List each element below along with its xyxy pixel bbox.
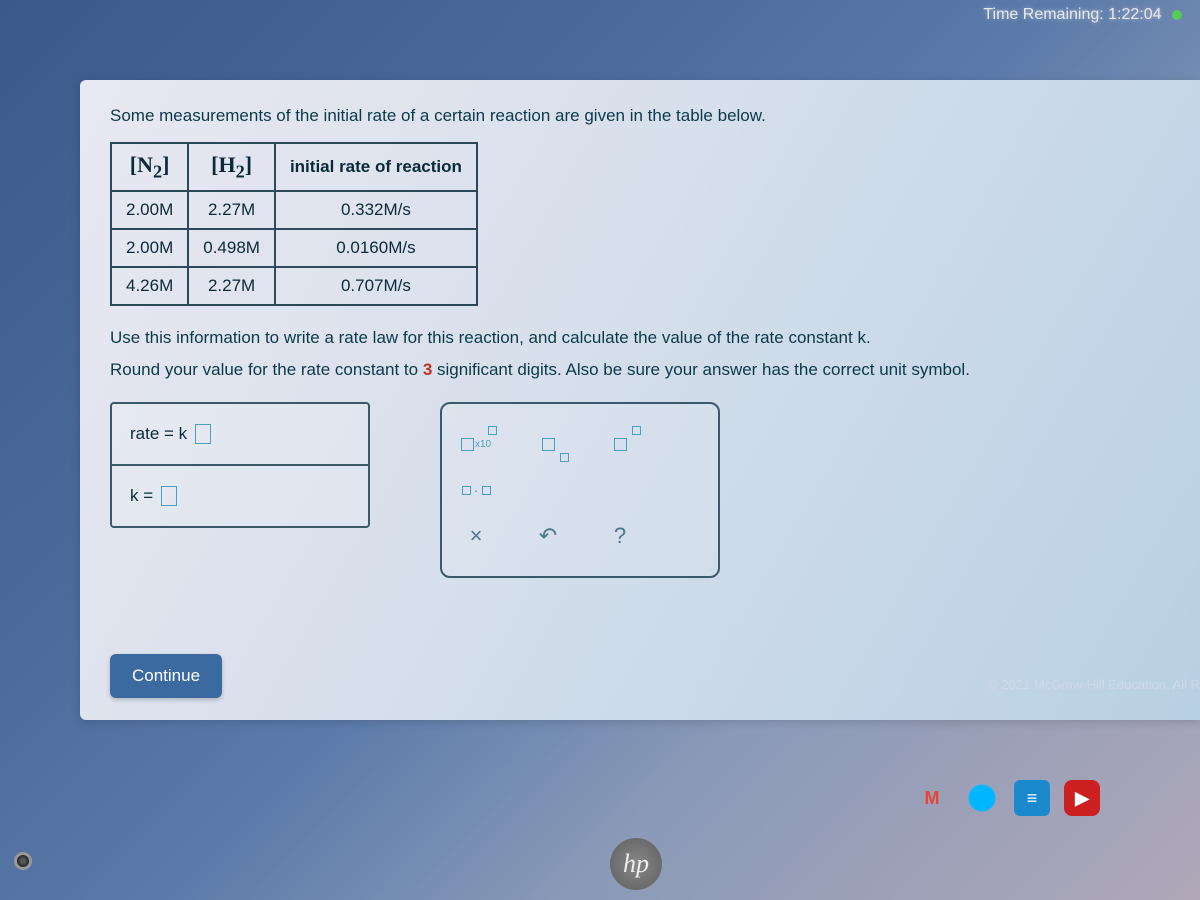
undo-button[interactable]: ↶: [530, 522, 566, 550]
equation-palette: x10 · × ↶ ?: [440, 402, 720, 578]
instruction-2: Round your value for the rate constant t…: [110, 360, 1170, 380]
continue-button[interactable]: Continue: [110, 654, 222, 698]
taskbar: M ≡ ▶: [0, 766, 1200, 830]
col-header-rate: initial rate of reaction: [275, 143, 477, 191]
k-blank-icon[interactable]: [161, 486, 177, 506]
rate-blank-icon[interactable]: [195, 424, 211, 444]
cell-n2: 4.26M: [111, 267, 188, 305]
answer-box: rate = k k =: [110, 402, 370, 528]
help-button[interactable]: ?: [602, 522, 638, 550]
cell-rate: 0.332M/s: [275, 191, 477, 229]
table-row: 2.00M 2.27M 0.332M/s: [111, 191, 477, 229]
multiply-dot-button[interactable]: ·: [458, 476, 494, 504]
instruction-1: Use this information to write a rate law…: [110, 328, 1170, 348]
timer-dot-icon: [1172, 10, 1182, 20]
cell-rate: 0.707M/s: [275, 267, 477, 305]
cortana-icon[interactable]: [964, 780, 1000, 816]
intro-text: Some measurements of the initial rate of…: [110, 106, 1170, 126]
gmail-icon[interactable]: M: [914, 780, 950, 816]
rate-input-row[interactable]: rate = k: [112, 404, 368, 464]
clear-button[interactable]: ×: [458, 522, 494, 550]
hp-logo-icon: hp: [610, 838, 662, 890]
copyright-text: © 2021 McGraw-Hill Education. All R: [988, 677, 1200, 692]
sci-notation-button[interactable]: x10: [458, 430, 494, 458]
cell-n2: 2.00M: [111, 229, 188, 267]
k-input-row[interactable]: k =: [112, 464, 368, 526]
subscript-button[interactable]: [530, 430, 566, 458]
answer-zone: rate = k k = x10: [110, 402, 1170, 578]
k-label: k =: [130, 486, 153, 506]
cell-h2: 2.27M: [188, 191, 275, 229]
superscript-button[interactable]: [602, 430, 638, 458]
document-icon[interactable]: ≡: [1014, 780, 1050, 816]
data-table: [N2] [H2] initial rate of reaction 2.00M…: [110, 142, 478, 306]
webcam-icon: [14, 852, 32, 870]
youtube-icon[interactable]: ▶: [1064, 780, 1100, 816]
question-nav-tabs: [60, 10, 1140, 50]
cell-h2: 2.27M: [188, 267, 275, 305]
table-row: 4.26M 2.27M 0.707M/s: [111, 267, 477, 305]
question-card: Some measurements of the initial rate of…: [80, 80, 1200, 720]
cell-rate: 0.0160M/s: [275, 229, 477, 267]
col-header-n2: [N2]: [111, 143, 188, 191]
rate-label: rate = k: [130, 424, 187, 444]
cell-n2: 2.00M: [111, 191, 188, 229]
table-header-row: [N2] [H2] initial rate of reaction: [111, 143, 477, 191]
table-row: 2.00M 0.498M 0.0160M/s: [111, 229, 477, 267]
col-header-h2: [H2]: [188, 143, 275, 191]
cell-h2: 0.498M: [188, 229, 275, 267]
